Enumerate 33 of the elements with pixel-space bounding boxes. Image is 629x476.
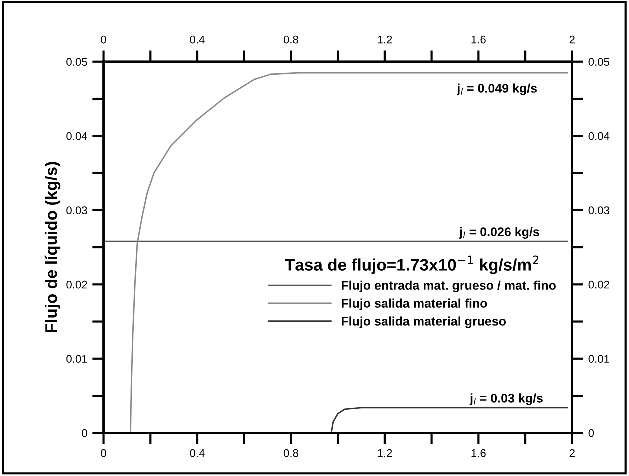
annotation: j$_{l}$ = 0.026 kg/s [459,227,540,240]
legend-label: Flujo salida material fino [342,298,488,310]
y2-tick-label: 0.03 [588,206,610,215]
y2-tick-label: 0.01 [588,355,610,364]
y-tick-label: 0 [82,429,88,438]
y-tick-label: 0.05 [66,58,88,66]
x2-tick-label: 1.2 [378,36,392,44]
x-tick-label: 1.2 [378,449,392,458]
x2-tick-label: 1.6 [472,36,486,44]
y-tick-label: 0.02 [66,280,88,289]
line-series [130,72,568,434]
x-tick-label: 0 [101,449,106,458]
y-tick-label: 0.03 [66,206,88,215]
legend-title: Tasa de flujo=1.73x10$^{−1}$ kg/s/m$^{2}$ [285,256,538,274]
y-tick-label: 0.04 [66,132,88,140]
x-tick-label: 2 [570,449,575,458]
x-tick-label: 0.4 [190,449,205,458]
x2-tick-label: 0.4 [190,36,205,44]
legend-label: Flujo entrada mat. grueso / mat. fino [342,280,556,293]
annotation: j$_{l}$ = 0.049 kg/s [456,84,538,96]
x2-tick-label: 2 [570,36,575,44]
y2-tick-label: 0.04 [588,132,610,140]
x-tick-label: 1.6 [472,449,486,458]
y-tick-label: 0.01 [66,355,88,364]
x2-tick-label: 0 [101,36,106,44]
y2-tick-label: 0 [588,429,594,438]
y2-tick-label: 0.05 [588,58,610,66]
y2-tick-label: 0.02 [588,280,610,289]
annotation: j$_{l}$ = 0.03 kg/s [470,394,543,406]
x-tick-label: 0.8 [284,449,298,458]
x2-tick-label: 0.8 [284,36,298,44]
legend-label: Flujo salida material grueso [342,316,506,328]
y-axis-title: Flujo de líquido (kg/s) [44,162,61,332]
